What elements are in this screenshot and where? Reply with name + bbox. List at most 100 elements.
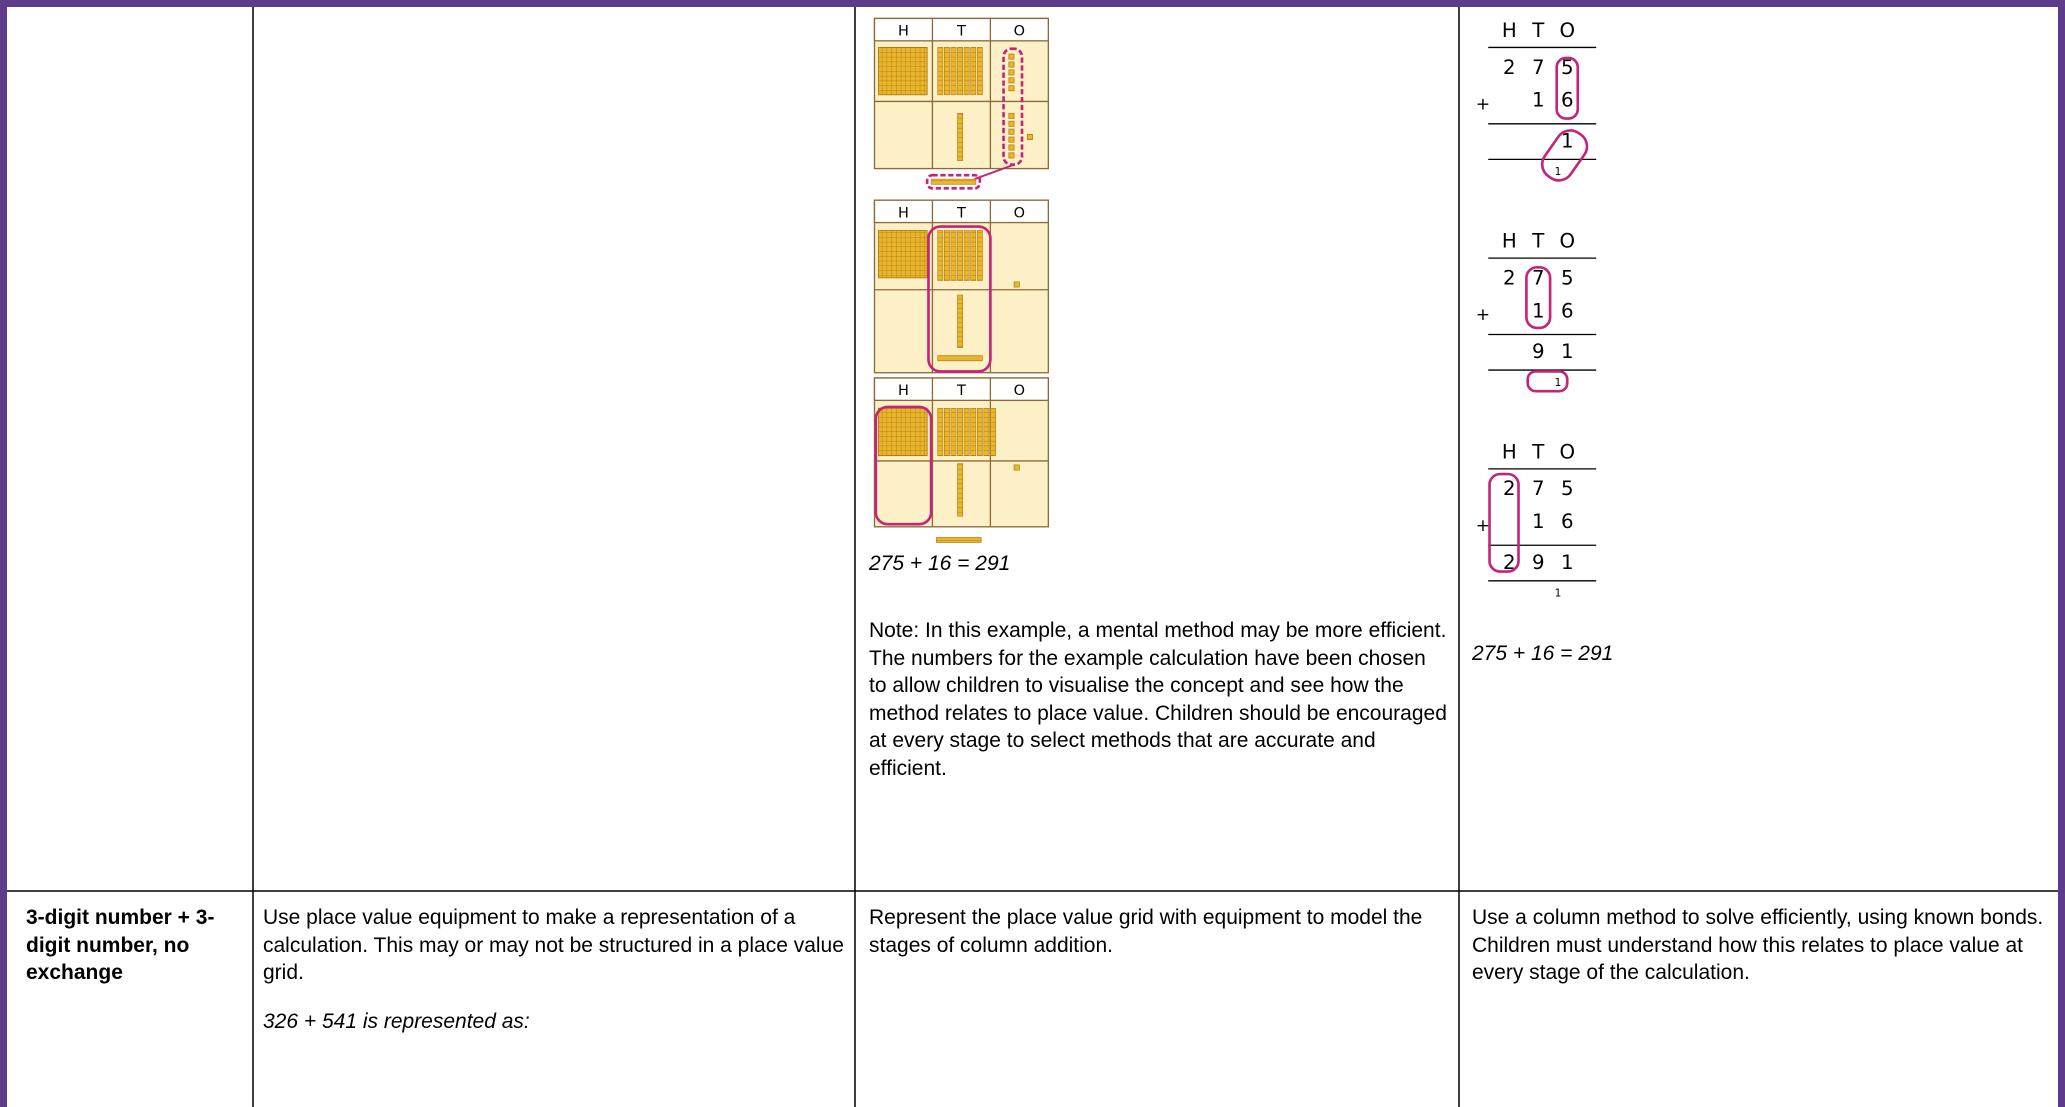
column-header: O: [1559, 19, 1575, 42]
tens-rod: [976, 47, 983, 96]
row-label: 3-digit number + 3-digit number, no exch…: [26, 906, 215, 984]
tens-rod: [930, 178, 977, 185]
column-header: T: [1531, 19, 1545, 42]
digit: 5: [1561, 266, 1574, 289]
grid-header: [873, 199, 1049, 224]
left-border: [0, 0, 7, 1107]
grid-header-label: O: [1014, 24, 1025, 40]
tens-rod: [957, 47, 963, 96]
tens-rod: [990, 408, 996, 456]
tens-rod: [970, 230, 977, 281]
equation: 275 + 16 = 291: [1472, 642, 1614, 665]
digit: 1: [1532, 89, 1545, 112]
cell-example: 326 + 541 is represented as:: [263, 1010, 530, 1033]
grid-header: [873, 377, 1049, 402]
tens-rod: [970, 408, 977, 456]
tens-rod: [957, 294, 963, 348]
grid-header-label: T: [956, 205, 966, 221]
digit: 1: [1532, 299, 1545, 322]
digit: 9: [1532, 340, 1545, 363]
column-header: H: [1502, 230, 1517, 253]
carry-digit: 1: [1555, 377, 1562, 389]
column-header: O: [1559, 440, 1575, 463]
exchange-arrow: [974, 163, 1015, 181]
tens-rod: [963, 47, 970, 96]
column-header: T: [1531, 230, 1545, 253]
ones-cube: [1008, 120, 1015, 127]
grid-header-label: O: [1014, 383, 1025, 399]
column-header: O: [1559, 230, 1575, 253]
equation: 275 + 16 = 291: [869, 552, 1011, 575]
tens-rod: [976, 408, 983, 456]
carry-loop: [1526, 370, 1569, 393]
tens-rod: [950, 408, 957, 456]
digit: 1: [1561, 551, 1574, 574]
digit: 1: [1561, 130, 1574, 153]
hundred-square: [878, 230, 928, 279]
tens-rod: [963, 230, 970, 281]
tens-rod: [963, 408, 970, 456]
tens-rod: [957, 463, 963, 517]
digit: 1: [1532, 510, 1545, 533]
digit: 9: [1532, 551, 1545, 574]
tens-rod: [950, 230, 957, 281]
ones-cube: [1008, 152, 1015, 159]
ones-cube: [1008, 136, 1015, 143]
grid-header-label: H: [898, 24, 909, 40]
tens-rod: [957, 112, 963, 161]
ones-cube: [1013, 281, 1020, 288]
ones-cube: [1008, 53, 1015, 60]
digit: 7: [1532, 266, 1545, 289]
digit: 6: [1561, 510, 1574, 533]
column-header: H: [1502, 440, 1517, 463]
tens-rod: [937, 355, 983, 362]
right-border: [2058, 0, 2065, 1107]
tens-rod: [936, 537, 982, 543]
digit: 1: [1561, 340, 1574, 363]
column-loop: [927, 225, 992, 373]
tens-rod: [957, 408, 963, 456]
exchange-loop: [925, 173, 982, 190]
digit: 2: [1503, 477, 1516, 500]
tens-rod: [944, 230, 950, 281]
cell-text: Represent the place value grid with equi…: [869, 906, 1423, 957]
tens-rod: [970, 47, 977, 96]
digit: 7: [1532, 56, 1545, 79]
carry-digit: 1: [1555, 166, 1562, 178]
cell-text: Use a column method to solve efficiently…: [1472, 906, 2044, 984]
digit: 5: [1561, 56, 1574, 79]
exchange-loop: [1540, 129, 1589, 182]
hundred-square: [878, 47, 928, 96]
tens-rod: [937, 230, 944, 281]
grid-header-label: T: [956, 383, 966, 399]
top-border: [0, 0, 2065, 7]
ones-cube: [1008, 85, 1015, 92]
note: Note: In this example, a mental method m…: [869, 619, 1447, 780]
digit: 2: [1503, 56, 1516, 79]
digit: 6: [1561, 89, 1574, 112]
digit: 6: [1561, 299, 1574, 322]
tens-rod: [983, 408, 990, 456]
tens-rod: [937, 47, 944, 96]
column-header: H: [1502, 19, 1517, 42]
tens-rod: [976, 230, 983, 281]
carry-digit: 1: [1555, 588, 1562, 600]
operator: +: [1476, 516, 1490, 536]
grid-header-label: H: [898, 205, 909, 221]
tens-rod: [944, 47, 950, 96]
ones-cube: [1008, 144, 1015, 151]
digit: 5: [1561, 477, 1574, 500]
ones-cube: [1026, 134, 1033, 140]
digit: 7: [1532, 477, 1545, 500]
tens-rod: [937, 408, 944, 456]
ones-cube: [1008, 77, 1015, 84]
grid-header-label: H: [898, 383, 909, 399]
hundred-square: [878, 407, 928, 457]
ones-cube: [1008, 112, 1015, 119]
column-loop: [1555, 56, 1580, 120]
ones-cube: [1008, 61, 1015, 68]
digit: 2: [1503, 551, 1516, 574]
column-loop: [1525, 266, 1552, 330]
